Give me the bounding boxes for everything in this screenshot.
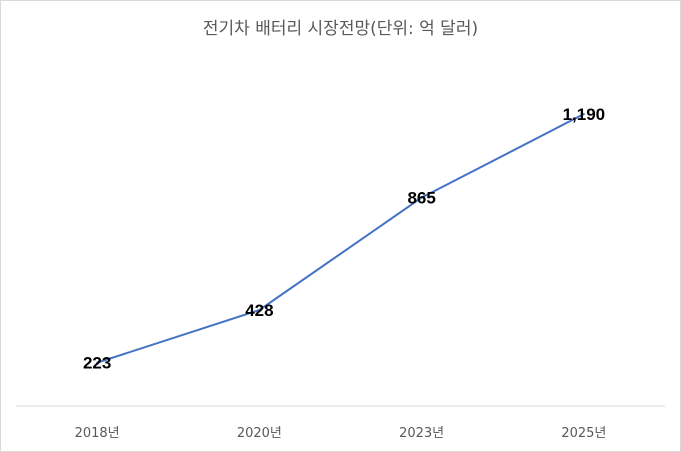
x-tick-label: 2025년 bbox=[561, 426, 606, 441]
data-labels: 223 428 865 1,190 bbox=[83, 105, 605, 373]
series-line bbox=[96, 113, 585, 364]
data-point bbox=[258, 309, 261, 312]
x-tick-label: 2023년 bbox=[399, 426, 444, 441]
data-label: 223 bbox=[83, 354, 111, 373]
x-tick-label: 2020년 bbox=[237, 426, 282, 441]
series-layer bbox=[96, 113, 585, 364]
data-point bbox=[582, 113, 585, 116]
chart-title: 전기차 배터리 시장전망(단위: 억 달러) bbox=[202, 19, 479, 39]
data-label: 1,190 bbox=[563, 105, 606, 124]
data-point bbox=[96, 361, 99, 364]
x-axis-ticks: 2018년 2020년 2023년 2025년 bbox=[75, 426, 607, 441]
x-tick-label: 2018년 bbox=[75, 426, 120, 441]
data-label: 865 bbox=[407, 189, 435, 208]
data-point bbox=[420, 196, 423, 199]
data-label: 428 bbox=[245, 301, 273, 320]
